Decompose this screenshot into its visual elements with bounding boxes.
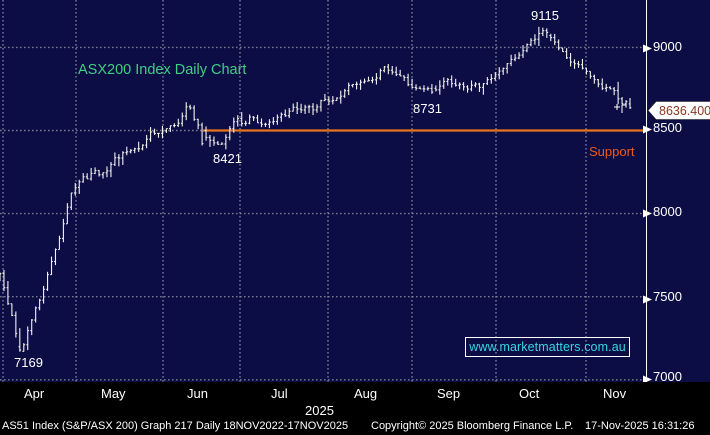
svg-text:8636.400: 8636.400: [659, 104, 710, 118]
